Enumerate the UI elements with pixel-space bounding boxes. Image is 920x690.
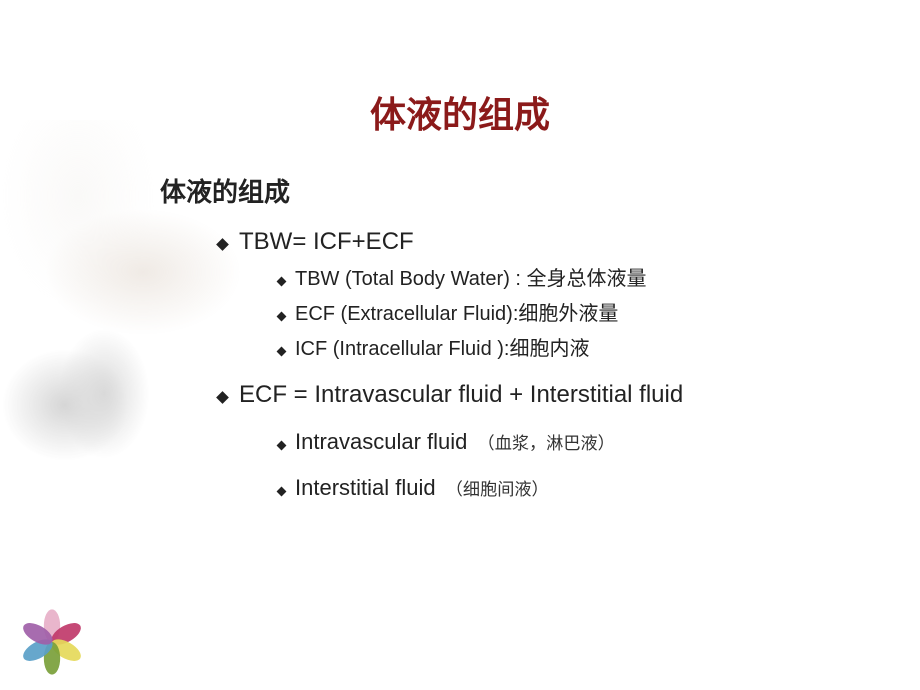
- slide-content: 体液的组成 TBW= ICF+ECF TBW (Total Body Water…: [160, 172, 880, 509]
- bullet-text: ICF (Intracellular Fluid ):细胞内液: [295, 337, 590, 362]
- slide-title: 体液的组成: [0, 86, 920, 138]
- diamond-bullet-icon: [216, 391, 229, 404]
- diamond-bullet-icon: [277, 347, 287, 357]
- bullet-text: ECF (Extracellular Fluid):细胞外液量: [295, 302, 618, 327]
- diamond-bullet-icon: [277, 312, 287, 322]
- bullet-l3: Interstitial fluid （细胞间液）: [278, 474, 880, 502]
- flower-logo-icon: [18, 608, 86, 676]
- bullet-text: Intravascular fluid: [295, 429, 467, 454]
- bullet-l3: Intravascular fluid （血浆，淋巴液）: [278, 428, 880, 456]
- bullet-l3: ECF (Extracellular Fluid):细胞外液量: [278, 302, 880, 327]
- diamond-bullet-icon: [216, 238, 229, 251]
- bullet-l2: TBW= ICF+ECF: [218, 227, 880, 257]
- bullet-l2: ECF = Intravascular fluid + Interstitial…: [218, 380, 880, 410]
- bullet-text: TBW (Total Body Water) : 全身总体液量: [295, 267, 647, 292]
- diamond-bullet-icon: [277, 486, 287, 496]
- diamond-bullet-icon: [277, 441, 287, 451]
- bullet-text: ECF = Intravascular fluid + Interstitial…: [239, 380, 683, 410]
- diamond-bullet-icon: [277, 277, 287, 287]
- bullet-annotation: （血浆，淋巴液）: [478, 434, 615, 453]
- bullet-text: Interstitial fluid: [295, 475, 436, 500]
- section-heading: 体液的组成: [160, 172, 880, 209]
- bullet-annotation: （细胞间液）: [446, 480, 549, 499]
- bullet-text: TBW= ICF+ECF: [239, 227, 414, 257]
- bullet-l3: ICF (Intracellular Fluid ):细胞内液: [278, 337, 880, 362]
- bullet-l3: TBW (Total Body Water) : 全身总体液量: [278, 267, 880, 292]
